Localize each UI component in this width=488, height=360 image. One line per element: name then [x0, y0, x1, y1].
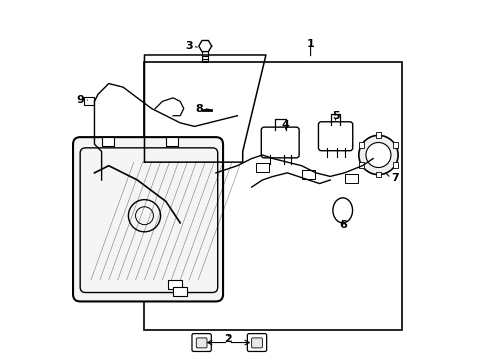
FancyBboxPatch shape [247, 334, 266, 351]
Text: 1: 1 [306, 39, 314, 49]
FancyBboxPatch shape [83, 98, 94, 105]
Bar [165, 137, 178, 146]
Text: 6: 6 [338, 220, 346, 230]
Bar [144, 62, 401, 330]
FancyBboxPatch shape [73, 137, 223, 301]
Text: 7: 7 [390, 173, 398, 183]
Bar [375, 172, 381, 177]
Circle shape [365, 143, 390, 167]
Circle shape [358, 135, 397, 175]
Bar [375, 132, 381, 138]
Bar [392, 162, 398, 168]
FancyBboxPatch shape [251, 338, 262, 348]
Bar [358, 142, 364, 148]
Text: 2: 2 [224, 334, 232, 344]
Bar [392, 142, 398, 148]
Bar [173, 287, 187, 296]
FancyBboxPatch shape [261, 127, 299, 158]
Text: 3: 3 [184, 41, 192, 51]
Text: 5: 5 [331, 111, 339, 121]
Bar [358, 162, 364, 168]
Bar [167, 280, 182, 289]
FancyBboxPatch shape [192, 334, 211, 351]
Text: 8: 8 [195, 104, 203, 113]
Bar [255, 163, 268, 172]
Bar [302, 170, 315, 179]
Ellipse shape [332, 198, 352, 223]
FancyBboxPatch shape [196, 338, 206, 348]
Bar [102, 137, 114, 146]
Bar [345, 174, 357, 183]
Text: 9: 9 [77, 95, 84, 105]
Text: 4: 4 [281, 120, 289, 130]
FancyBboxPatch shape [318, 122, 352, 151]
